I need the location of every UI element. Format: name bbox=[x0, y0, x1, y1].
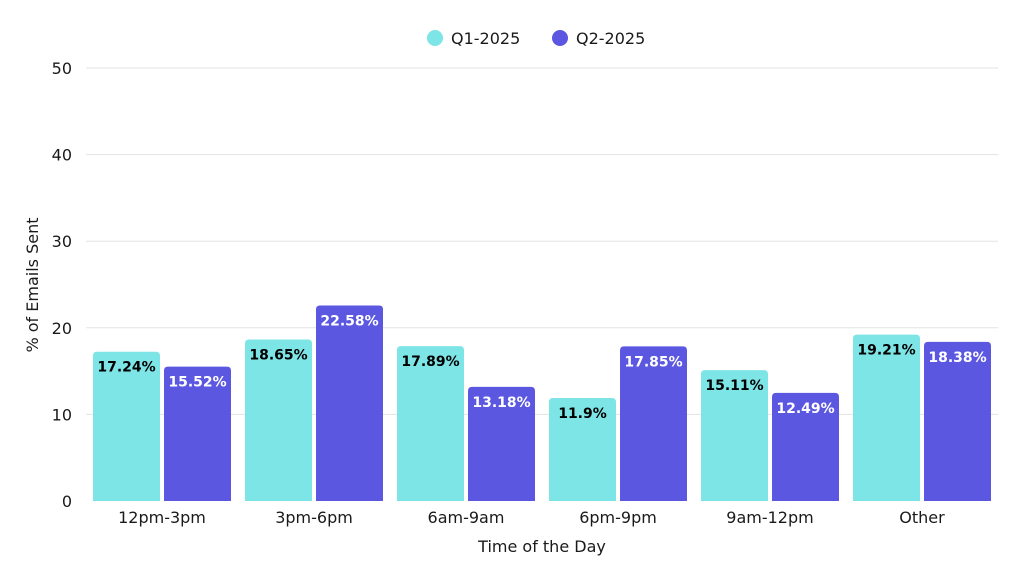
bar bbox=[853, 334, 920, 501]
bar-value-label: 15.11% bbox=[705, 378, 763, 394]
x-tick-label: 12pm-3pm bbox=[118, 508, 206, 527]
x-axis-title: Time of the Day bbox=[477, 537, 606, 556]
bars: 17.24% 15.52% 18.65% 22.58% 17.89% 13.18% 11.9… bbox=[93, 305, 991, 501]
bar bbox=[93, 351, 160, 501]
bar-value-label: 17.89% bbox=[401, 354, 459, 370]
bar bbox=[924, 341, 991, 501]
x-axis-ticks: 12pm-3pm 3pm-6pm 6am-9am 6pm-9pm 9am-12pm Oth… bbox=[118, 508, 945, 527]
bar-value-label: 19.21% bbox=[857, 343, 915, 359]
bar bbox=[316, 305, 383, 501]
bar bbox=[620, 346, 687, 501]
y-tick-label: 40 bbox=[52, 146, 72, 165]
y-tick-label: 30 bbox=[52, 232, 72, 251]
bar-value-label: 12.49% bbox=[776, 401, 834, 417]
bar bbox=[397, 346, 464, 501]
x-tick-label: Other bbox=[899, 508, 945, 527]
bar-value-label: 17.24% bbox=[97, 360, 155, 376]
y-tick-label: 20 bbox=[52, 319, 72, 338]
bar-value-label: 11.9% bbox=[558, 406, 607, 422]
x-tick-label: 9am-12pm bbox=[726, 508, 813, 527]
gridlines bbox=[86, 67, 998, 415]
y-tick-label: 10 bbox=[52, 405, 72, 424]
bar-value-label: 22.58% bbox=[320, 313, 378, 329]
bar bbox=[468, 386, 535, 501]
legend-label: Q2-2025 bbox=[576, 29, 645, 48]
bar-value-label: 15.52% bbox=[168, 375, 226, 391]
legend: Q1-2025 Q2-2025 bbox=[427, 29, 645, 48]
legend-marker bbox=[427, 30, 443, 46]
legend-marker bbox=[552, 30, 568, 46]
y-axis-title: % of Emails Sent bbox=[23, 217, 42, 352]
y-axis-ticks: 0 10 20 30 40 50 bbox=[52, 59, 72, 511]
bar-value-label: 18.65% bbox=[249, 347, 307, 363]
legend-label: Q1-2025 bbox=[451, 29, 520, 48]
bar bbox=[549, 397, 616, 501]
y-tick-label: 50 bbox=[52, 59, 72, 78]
bar-value-label: 18.38% bbox=[928, 350, 986, 366]
bar bbox=[245, 339, 312, 501]
bar bbox=[164, 366, 231, 501]
bar-value-label: 13.18% bbox=[472, 395, 530, 411]
bar-value-label: 17.85% bbox=[624, 354, 682, 370]
x-tick-label: 6pm-9pm bbox=[579, 508, 657, 527]
y-tick-label: 0 bbox=[62, 492, 72, 511]
bar bbox=[772, 392, 839, 501]
bar bbox=[701, 370, 768, 501]
x-tick-label: 6am-9am bbox=[428, 508, 505, 527]
x-tick-label: 3pm-6pm bbox=[275, 508, 353, 527]
